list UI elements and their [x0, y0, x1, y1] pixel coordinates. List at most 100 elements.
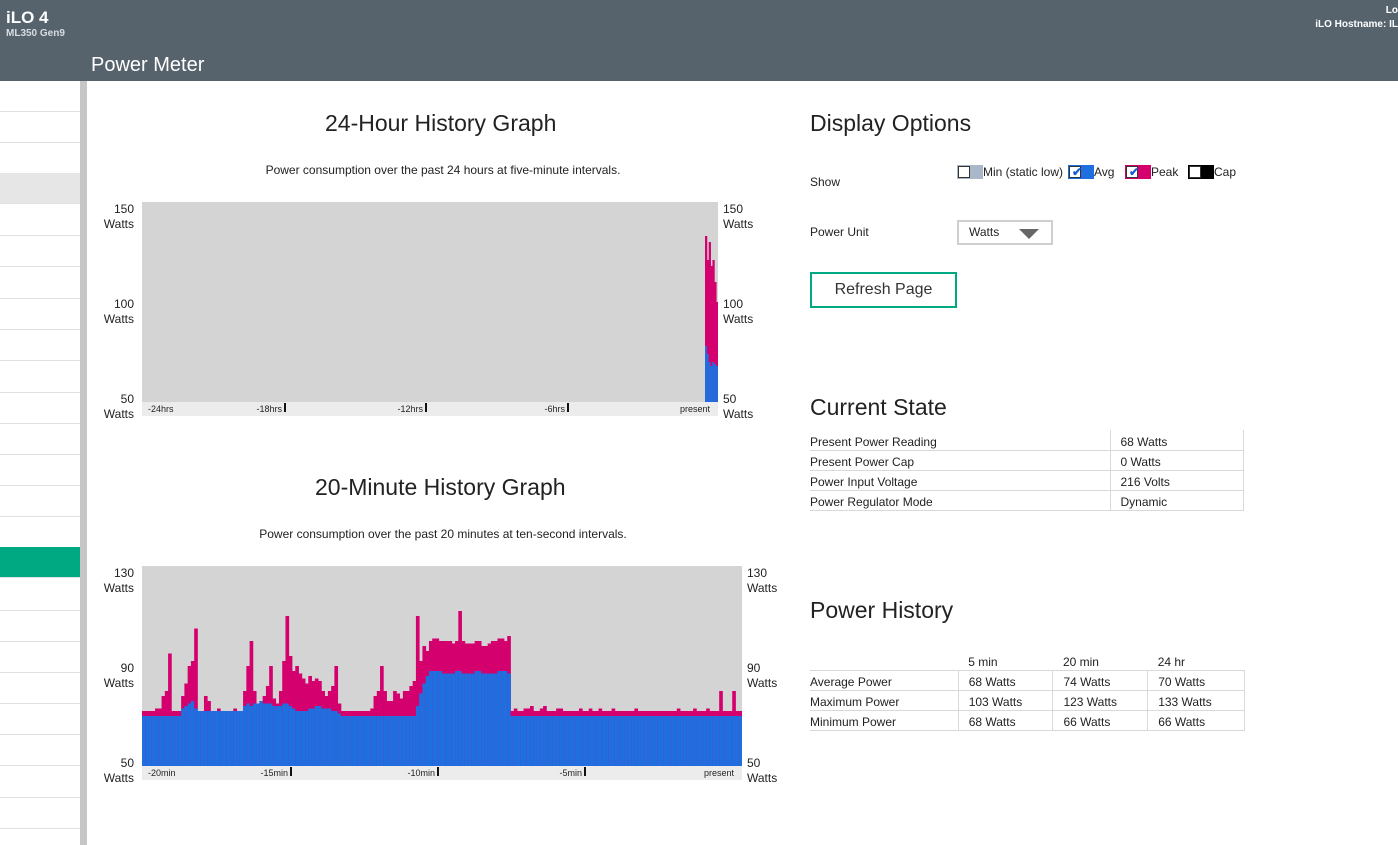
avg-bar [409, 716, 414, 766]
avg-bar [393, 716, 397, 766]
checkbox-square[interactable] [1189, 166, 1201, 178]
peak-bar [716, 302, 718, 402]
graph20-title: 20-Minute History Graph [315, 474, 566, 500]
sidebar-item[interactable] [0, 236, 80, 267]
sidebar-item[interactable] [0, 767, 80, 798]
checkbox-min[interactable]: Min (static low) [957, 163, 1063, 181]
avg-bar [334, 711, 339, 766]
sidebar-item-power-meter[interactable] [0, 547, 80, 578]
avg-bar [670, 716, 674, 766]
avg-bar [526, 716, 531, 766]
sidebar-scrollbar[interactable] [80, 81, 87, 845]
avg-bar [282, 703, 286, 766]
avg-bar [699, 716, 704, 766]
avg-bar [621, 716, 626, 766]
checkbox-cap[interactable]: Cap [1188, 163, 1236, 181]
avg-bar [738, 716, 742, 766]
state-value: Dynamic [1109, 490, 1244, 511]
checkbox-avg[interactable]: ✔ Avg [1068, 163, 1114, 181]
cap-checkbox-swatch[interactable] [1188, 165, 1214, 179]
avg-bar [709, 716, 714, 766]
avg-bar [246, 703, 251, 766]
sidebar-item[interactable] [0, 735, 80, 766]
sidebar-item[interactable] [0, 642, 80, 673]
avg-bar [220, 711, 224, 766]
peak-bar [708, 242, 711, 402]
sidebar-item[interactable] [0, 798, 80, 829]
sidebar-nav [0, 81, 80, 845]
graph24-y-left-100: 100 Watts [103, 297, 134, 326]
checkbox-square[interactable]: ✔ [1126, 165, 1140, 179]
checkbox-peak[interactable]: ✔ Peak [1125, 163, 1178, 181]
avg-bar [292, 708, 296, 766]
state-label: Power Regulator Mode [810, 490, 1110, 511]
avg-bar [572, 716, 577, 766]
avg-bar [708, 362, 711, 402]
sidebar-item[interactable] [0, 205, 80, 236]
sidebar-item[interactable] [0, 81, 80, 112]
avg-bar [714, 364, 717, 402]
sidebar-item[interactable] [0, 393, 80, 424]
x-tick-label: -18hrs [256, 404, 282, 414]
avg-bar [145, 716, 149, 766]
avg-bar [585, 716, 590, 766]
avg-bar [716, 366, 718, 402]
avg-bar [311, 708, 316, 766]
avg-bar [259, 701, 264, 766]
avg-bar [243, 706, 247, 766]
history-header-empty [810, 650, 959, 671]
sidebar-item[interactable] [0, 611, 80, 642]
sidebar-item[interactable] [0, 580, 80, 611]
avg-bar [269, 703, 273, 766]
table-row: Power Input Voltage 216 Volts [810, 470, 1244, 491]
checkbox-square[interactable] [958, 166, 970, 178]
avg-bar [712, 362, 715, 402]
avg-bar [458, 671, 462, 766]
avg-checkbox-swatch[interactable]: ✔ [1068, 165, 1094, 179]
sidebar-item[interactable] [0, 704, 80, 735]
avg-bar [536, 716, 541, 766]
graph20-y-left-130: 130 Watts [103, 566, 134, 595]
avg-bar [627, 716, 632, 766]
sidebar-item[interactable] [0, 362, 80, 393]
sidebar-item[interactable] [0, 424, 80, 455]
avg-bar [484, 673, 489, 766]
history-cell: 66 Watts [1052, 710, 1148, 731]
avg-bar [735, 716, 740, 766]
checkbox-square[interactable]: ✔ [1069, 165, 1082, 179]
checkmark-icon: ✔ [1129, 165, 1140, 179]
avg-bar [667, 716, 671, 766]
sidebar-item[interactable] [0, 517, 80, 548]
sidebar-item[interactable] [0, 173, 80, 204]
refresh-page-button[interactable]: Refresh Page [810, 272, 957, 308]
avg-bar [468, 673, 472, 766]
current-state-title: Current State [810, 394, 947, 420]
power-unit-select[interactable]: Watts [957, 220, 1053, 245]
avg-bar [634, 716, 639, 766]
avg-bar [503, 671, 508, 766]
avg-bar [295, 711, 299, 766]
peak-bar [285, 616, 290, 766]
sidebar-item[interactable] [0, 455, 80, 486]
min-checkbox-swatch[interactable] [957, 165, 983, 179]
power-unit-label: Power Unit [810, 225, 869, 239]
avg-bar [660, 716, 665, 766]
sidebar-item[interactable] [0, 112, 80, 143]
avg-bar [425, 676, 430, 766]
avg-bar [614, 716, 619, 766]
avg-bar [523, 716, 528, 766]
sidebar-item[interactable] [0, 330, 80, 361]
server-model: ML350 Gen9 [6, 28, 65, 39]
history-cell: 133 Watts [1147, 690, 1245, 711]
header-right-text[interactable]: Lo [1385, 5, 1398, 16]
sidebar-item[interactable] [0, 268, 80, 299]
avg-bar [631, 716, 635, 766]
avg-bar [696, 716, 701, 766]
sidebar-item[interactable] [0, 299, 80, 330]
sidebar-item[interactable] [0, 486, 80, 517]
avg-bar [327, 708, 332, 766]
avg-bar [601, 716, 606, 766]
avg-bar [435, 671, 440, 766]
sidebar-item[interactable] [0, 673, 80, 704]
peak-checkbox-swatch[interactable]: ✔ [1125, 165, 1151, 179]
